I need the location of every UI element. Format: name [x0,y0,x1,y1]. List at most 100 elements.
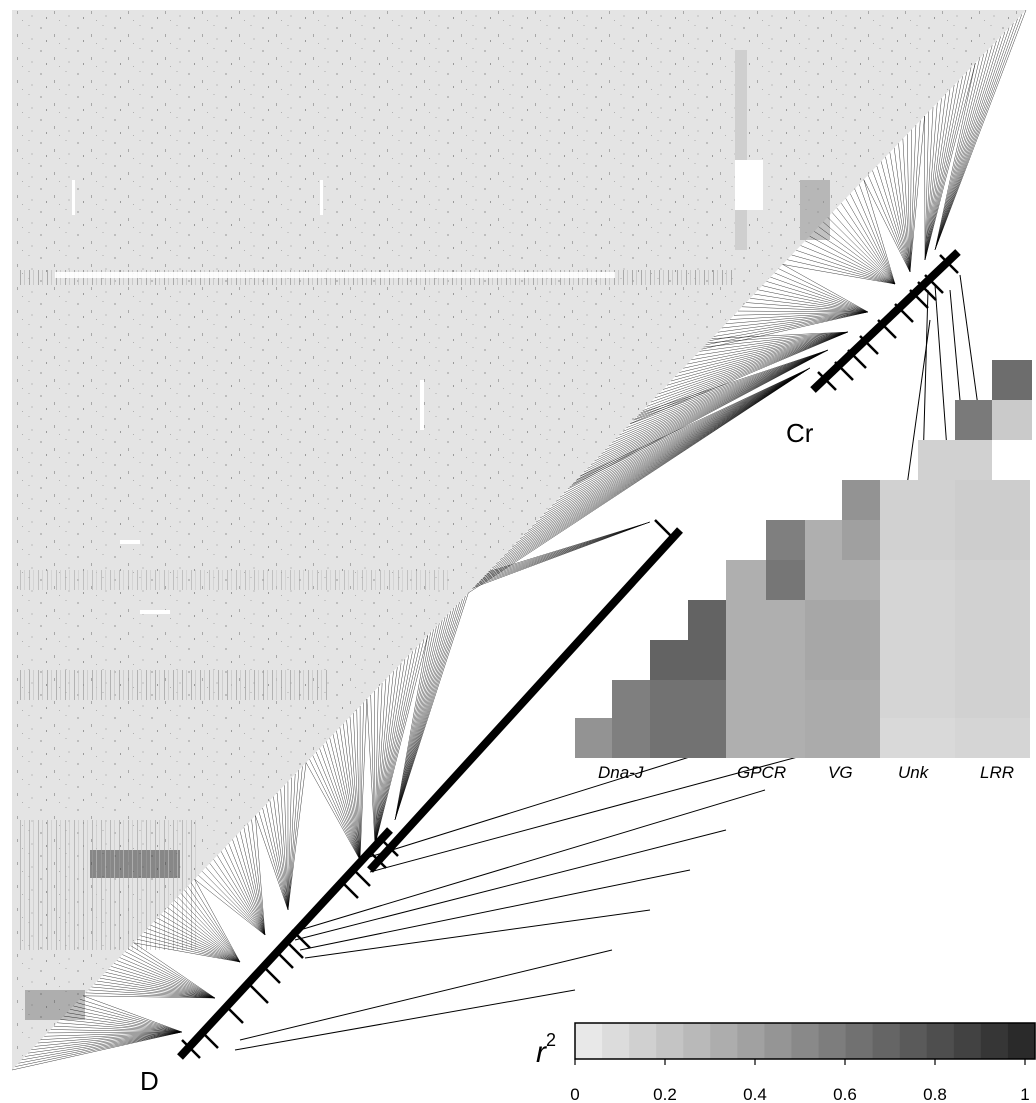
scaffold-tick [847,349,867,369]
scaffold-tick [291,929,311,949]
fan-line [818,226,896,285]
fan-line [247,823,266,936]
fan-line [590,349,829,465]
fan-line [778,268,869,313]
fan-line [374,679,387,846]
fan-line [41,1031,183,1040]
fan-line [924,62,976,261]
fan-line [880,161,911,273]
fan-line [634,331,849,420]
fan-line [394,617,446,821]
heatmap-cell [726,640,805,680]
fan-line [70,1009,183,1033]
fan-line [671,331,849,382]
scaffold-tick [859,335,879,355]
fan-line [605,349,829,451]
ld-heatmap-features [20,50,830,1020]
fan-line [909,120,921,273]
fan-line [703,331,849,348]
fan-line [157,917,241,963]
fan-line [336,730,361,861]
fan-line [601,349,829,454]
fan-line [119,957,216,999]
scaffold-tick [224,1004,244,1024]
fan-line [511,367,811,548]
fan-line [594,349,829,462]
heatmap-cell [688,600,726,640]
connector-line [304,909,651,959]
fan-line [805,240,896,285]
connector-line [294,829,727,941]
fan-line [508,367,811,552]
fan-line [394,608,455,821]
fan-line [924,102,938,261]
fan-line [733,311,869,316]
fan-line [587,349,829,469]
fan-line [836,207,896,285]
fan-line [394,629,434,821]
fan-line [359,698,368,861]
fan-line [791,254,896,285]
heatmap-cell [612,718,650,758]
fan-line [898,143,911,273]
heatmap-cell [726,718,805,758]
fan-line [150,924,241,963]
fan-line [650,331,849,403]
fan-line [309,758,361,861]
fan-line [687,331,849,365]
scale-swatch [710,1023,738,1059]
fan-line [374,651,413,846]
scale-frame [574,1022,1036,1060]
fan-line [711,331,849,339]
fan-line [924,98,942,261]
fan-line [571,367,811,485]
fan-line [796,250,896,285]
fan-line [662,331,849,390]
fan-line [332,734,361,861]
fan-line [576,349,829,480]
fan-line [339,727,361,861]
fan-line [374,635,428,846]
fan-line [619,349,829,436]
fan-line [615,349,829,440]
fan-line [575,367,811,481]
fan-line [312,755,361,861]
fan-line [255,815,289,911]
fan-line [374,671,394,846]
fan-line [170,903,241,963]
scaffold-tick [261,964,281,984]
connector-line [239,949,613,1041]
gene-family-labels: Dna-J GPCR VG Unk LRR [598,763,1014,782]
fan-line [255,815,266,936]
fan-line [374,675,390,846]
fan-line [353,713,361,861]
fan-line [845,198,896,285]
fan-line [147,928,241,963]
heatmap-cell [842,520,880,560]
gene-label-dnaj: Dna-J [598,763,644,782]
fan-line [827,217,896,285]
fan-line [287,762,307,911]
fan-line [934,40,997,251]
fan-line [57,1022,183,1033]
fan-line [394,620,443,821]
heatmap-cell [955,400,992,440]
fan-line [53,1025,183,1033]
fan-line [675,331,849,378]
fan-line [488,521,651,573]
fan-line [642,331,849,411]
fan-line [47,1031,183,1034]
scaffold-tick [894,303,914,323]
fan-line [140,935,241,963]
fan-line [523,367,811,535]
fan-line [934,32,1006,251]
scaffold-tick [917,281,937,301]
fan-line [924,93,946,261]
fan-line [850,193,896,285]
r2-scale-title: r2 [536,1030,556,1069]
scaffold-ticks [181,254,959,1059]
fan-line [374,659,406,846]
fan-line [269,800,289,911]
fan-line [374,687,379,846]
fan-line [322,744,361,861]
